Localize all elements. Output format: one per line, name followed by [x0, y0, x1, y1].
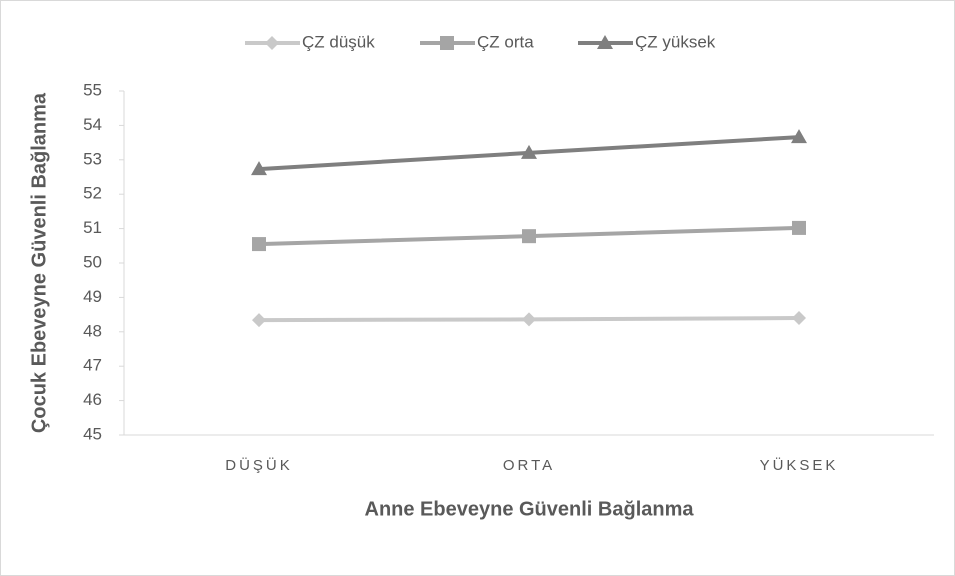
marker	[792, 311, 806, 326]
y-tick-label: 45	[83, 424, 102, 443]
marker	[522, 229, 536, 244]
y-tick-label: 46	[83, 390, 102, 409]
marker	[792, 220, 806, 235]
y-tick-label: 48	[83, 321, 102, 340]
legend-label: ÇZ yüksek	[635, 32, 716, 51]
marker	[252, 237, 266, 252]
x-axis-title: Anne Ebeveyne Güvenli Bağlanma	[365, 498, 695, 520]
legend-label: ÇZ düşük	[302, 32, 375, 51]
x-tick-label: YÜKSEK	[760, 456, 839, 474]
y-tick-label: 54	[83, 115, 102, 134]
x-tick-label: ORTA	[503, 457, 555, 474]
legend-label: ÇZ orta	[477, 32, 534, 51]
y-axis-title: Çocuk Ebeveyne Güvenli Bağlanma	[28, 92, 50, 433]
x-tick-label: DÜŞÜK	[225, 456, 293, 474]
marker	[522, 312, 536, 327]
y-tick-label: 50	[83, 252, 102, 271]
marker	[440, 36, 454, 50]
marker	[521, 144, 537, 159]
marker	[791, 129, 807, 144]
y-tick-label: 55	[83, 80, 102, 99]
y-tick-label: 53	[83, 149, 102, 168]
marker	[252, 313, 266, 328]
marker	[265, 36, 279, 50]
y-tick-label: 49	[83, 287, 102, 306]
marker	[597, 35, 613, 49]
marker	[251, 161, 267, 176]
y-tick-label: 51	[83, 218, 102, 237]
y-tick-label: 52	[83, 184, 102, 203]
y-tick-label: 47	[83, 356, 102, 375]
